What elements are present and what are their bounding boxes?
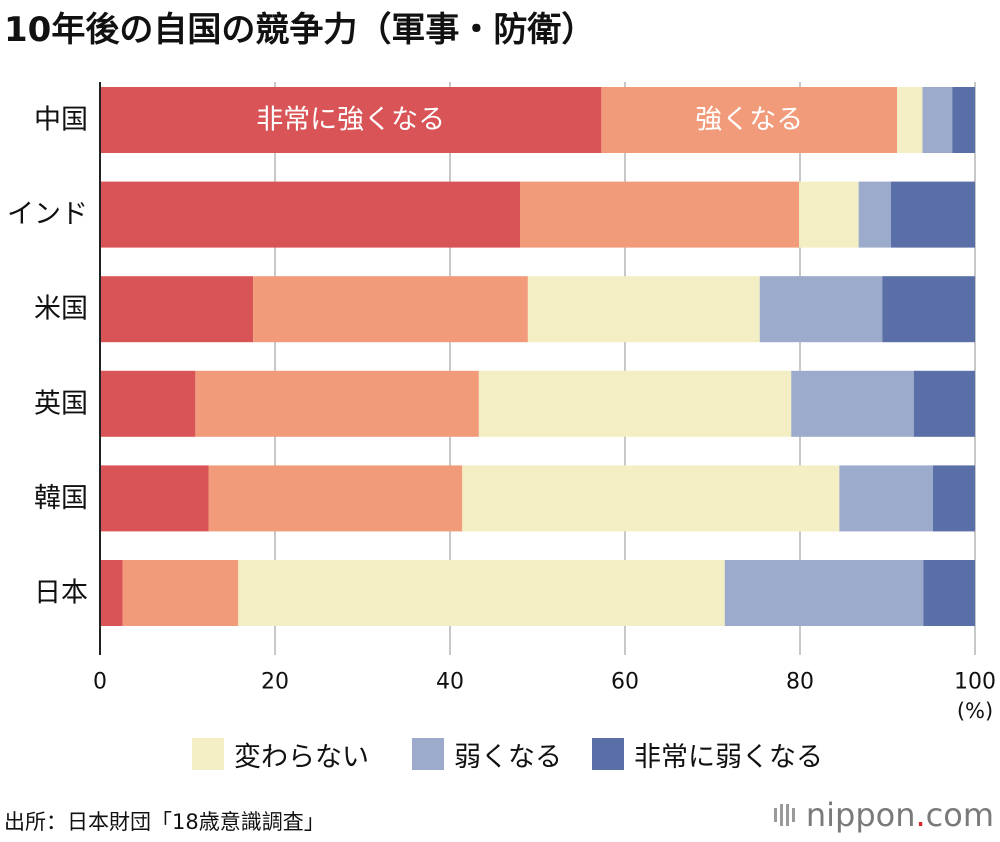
in-bar-label-0: 非常に強くなる [256, 105, 445, 136]
bar-segment-3-4 [913, 370, 975, 437]
bar-segment-5-3 [724, 560, 924, 626]
legend-item-1: 弱くなる [412, 732, 562, 776]
bar-layer [100, 87, 975, 626]
bar-segment-2-4 [882, 276, 975, 343]
nippon-logo-icon [773, 804, 795, 826]
x-tick-label-20: 20 [261, 670, 289, 695]
bar-segment-0-0 [100, 87, 602, 153]
legend-item-0: 変わらない [192, 732, 369, 776]
x-tick-label-40: 40 [436, 670, 464, 695]
legend-label-2: 非常に弱くなる [634, 741, 823, 773]
category-label-1: インド [7, 199, 88, 230]
bar-segment-3-3 [791, 370, 914, 437]
category-label-0: 中国 [34, 105, 88, 136]
bar-segment-3-1 [195, 370, 479, 437]
bar-segment-1-0 [100, 181, 520, 248]
bar-segment-3-2 [478, 370, 792, 437]
bar-segment-0-3 [922, 87, 953, 153]
bar-segment-5-1 [122, 560, 239, 626]
category-label-4: 韓国 [34, 483, 88, 514]
bar-segment-4-2 [462, 465, 840, 532]
brand-name: nippon [805, 796, 916, 834]
category-label-5: 日本 [34, 578, 88, 609]
source-note: 出所：日本財団「18歳意識調査」 [4, 810, 325, 834]
legend-label-0: 変わらない [234, 741, 369, 773]
brand-dot: . [915, 796, 926, 834]
x-tick-label-60: 60 [611, 670, 639, 695]
bar-segment-1-4 [891, 181, 975, 248]
bar-segment-2-2 [527, 276, 760, 343]
legend-label-1: 弱くなる [454, 741, 562, 773]
bar-segment-4-4 [933, 465, 975, 532]
legend-item-2: 非常に弱くなる [592, 732, 823, 776]
bar-segment-1-1 [520, 181, 800, 248]
category-label-3: 英国 [34, 388, 88, 419]
bar-segment-1-3 [858, 181, 891, 248]
legend: 変わらない 弱くなる 非常に弱くなる [0, 732, 1000, 776]
bar-segment-5-2 [238, 560, 725, 626]
bar-segment-2-1 [253, 276, 528, 343]
axis-layer: 0 20 40 60 80 100 (%) [93, 82, 996, 723]
bar-segment-5-0 [100, 560, 123, 626]
bar-segment-0-1 [601, 87, 898, 153]
bar-segment-0-4 [952, 87, 975, 153]
bar-segment-4-0 [100, 465, 209, 532]
grid-layer [274, 82, 976, 655]
in-bar-label-1: 強くなる [695, 105, 803, 136]
bar-segment-3-0 [100, 370, 196, 437]
legend-swatch-1 [412, 738, 444, 770]
bar-segment-1-2 [799, 181, 859, 248]
legend-swatch-2 [592, 738, 624, 770]
x-tick-label-80: 80 [786, 670, 814, 695]
brand-logo: nippon. com [772, 796, 994, 834]
x-tick-label-100: 100 [954, 670, 996, 695]
legend-swatch-0 [192, 738, 224, 770]
bar-segment-0-2 [897, 87, 923, 153]
bar-segment-2-0 [100, 276, 254, 343]
bar-segment-5-4 [923, 560, 975, 626]
brand-suffix: com [925, 796, 994, 834]
bar-segment-4-3 [839, 465, 933, 532]
chart-title: 10年後の自国の競争力（軍事・防衛） [4, 10, 596, 50]
x-unit-label: (%) [957, 699, 993, 723]
bar-segment-2-3 [759, 276, 883, 343]
category-label-2: 米国 [34, 294, 88, 325]
x-tick-label-0: 0 [93, 670, 107, 695]
bar-segment-4-1 [208, 465, 463, 532]
